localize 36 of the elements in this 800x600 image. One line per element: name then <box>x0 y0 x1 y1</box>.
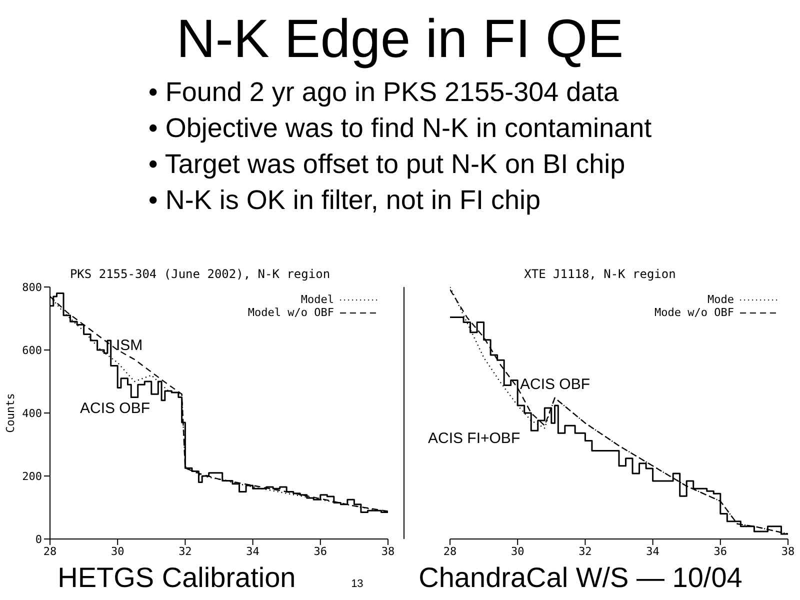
x-tick-label: 28 <box>43 544 57 558</box>
x-tick-label: 32 <box>178 544 192 558</box>
y-axis-title: Counts <box>4 393 17 433</box>
y-tick-label: 0 <box>35 532 42 546</box>
text: N-K Edge in FI QE <box>175 8 625 70</box>
y-tick-label: 200 <box>22 470 42 483</box>
legend-label: Model <box>300 293 334 306</box>
text: HETGS Calibration <box>58 562 296 594</box>
annotation: ACIS OBF <box>520 376 590 393</box>
annotation: ACIS FI+OBF <box>428 430 520 447</box>
chart-title: XTE J1118, N-K region <box>523 267 677 281</box>
text: ChandraCal W/S — 10/04 <box>418 562 742 594</box>
x-tick-label: 32 <box>578 544 592 558</box>
text: • N-K is OK in filter, not in FI chip <box>148 184 542 217</box>
chart-title: PKS 2155-304 (June 2002), N-K region <box>68 267 332 281</box>
annotation: ISM <box>116 337 143 354</box>
x-tick-label: 34 <box>246 544 260 558</box>
legend-label: Mode <box>708 293 734 306</box>
x-tick-label: 34 <box>646 544 660 558</box>
y-tick-label: 400 <box>22 406 42 420</box>
x-tick-label: 30 <box>110 544 124 558</box>
x-tick-label: 28 <box>443 544 457 558</box>
x-tick-label: 36 <box>314 544 328 558</box>
x-tick-label: 30 <box>510 544 524 558</box>
y-tick-label: 800 <box>22 280 42 294</box>
text: 13 <box>351 578 364 590</box>
x-tick-label: 38 <box>781 544 795 558</box>
x-tick-label: 36 <box>714 544 728 558</box>
x-tick-label: 38 <box>381 544 395 558</box>
annotation: ACIS OBF <box>80 400 150 417</box>
y-tick-label: 600 <box>22 344 42 357</box>
text: • Target was offset to put N-K on BI chip <box>148 148 626 181</box>
legend-label: Mode w/o OBF <box>654 306 734 319</box>
text: • Objective was to find N-K in contaminant <box>148 112 652 145</box>
text: • Found 2 yr ago in PKS 2155-304 data <box>148 76 620 109</box>
legend-label: Model w/o OBF <box>248 306 334 319</box>
